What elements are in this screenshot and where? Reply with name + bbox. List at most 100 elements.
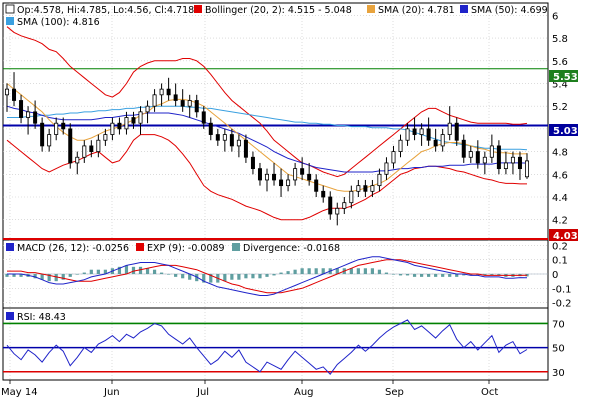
candle [489, 134, 494, 163]
divergence-bar [209, 274, 213, 283]
rsi-y-tick: 70 [552, 319, 565, 330]
candle-body [257, 168, 262, 181]
divergence-bar [251, 274, 255, 279]
candle [103, 128, 108, 146]
candle-body [124, 117, 129, 130]
candle-body [510, 156, 515, 164]
candle [75, 151, 80, 175]
divergence-bar [117, 266, 122, 274]
divergence-bar [40, 274, 44, 280]
candle-body [335, 207, 340, 215]
candle [370, 179, 375, 197]
level-label-mid-text: 5.03 [553, 126, 578, 137]
candle [398, 134, 403, 158]
candle [377, 168, 382, 192]
candle [349, 185, 354, 209]
price-y-tick: 5.6 [552, 57, 568, 68]
divergence-bar [427, 274, 431, 277]
candle-body [419, 128, 424, 135]
divergence-bar [103, 269, 107, 274]
candle [307, 162, 312, 186]
candle [47, 128, 52, 152]
candle-body [47, 134, 52, 147]
candle-body [40, 122, 45, 147]
candle [419, 123, 424, 146]
candle [286, 174, 291, 192]
candle [342, 196, 347, 215]
candle-body [363, 185, 368, 192]
candle [447, 106, 452, 141]
candle [363, 179, 368, 197]
legend-sma20: SMA (20): 4.781 [378, 5, 455, 16]
divergence-bar [82, 272, 86, 274]
candle [110, 117, 115, 141]
rsi-line [6, 319, 528, 375]
divergence-bar [223, 274, 227, 282]
divergence-bar [363, 268, 367, 274]
candle-body [159, 88, 164, 96]
candle [61, 117, 66, 135]
candle-body [68, 128, 73, 164]
divergence-bar [307, 268, 311, 274]
candle-body [279, 179, 284, 187]
candle-body [503, 162, 508, 170]
price-legend: Op:4.578, Hi:4.785, Lo:4.56, Cl:4.718 Bo… [5, 4, 548, 28]
divergence-bar [377, 269, 382, 274]
candle [236, 134, 241, 158]
price-y-tick: 5.4 [552, 79, 568, 90]
legend-swatch-rsi [6, 312, 14, 320]
candle-body [26, 111, 31, 118]
candle [166, 77, 171, 101]
macd-y-tick: 0.2 [552, 241, 568, 252]
candle [475, 140, 480, 169]
price-y-tick: 4.4 [552, 193, 568, 204]
legend-bollinger: Bollinger (20, 2): 4.515 - 5.048 [205, 5, 352, 16]
candle-body [152, 94, 157, 107]
divergence-bar [321, 268, 325, 274]
candle-body [236, 139, 241, 147]
candle [293, 162, 298, 186]
candle [5, 83, 10, 112]
macd-y-tick: -0.1 [552, 284, 572, 295]
candle-body [103, 134, 108, 141]
candle-body [433, 139, 438, 147]
divergence-bar [391, 274, 396, 275]
candle [68, 123, 73, 169]
candle-body [229, 134, 234, 147]
macd-series [5, 256, 529, 296]
divergence-bar [525, 274, 529, 277]
candle-body [54, 122, 59, 135]
candle [26, 106, 31, 135]
legend-ohlc: Op:4.578, Hi:4.785, Lo:4.56, Cl:4.718 [17, 5, 194, 16]
candle-body [117, 122, 122, 130]
divergence-bar [441, 274, 445, 277]
candle [279, 168, 284, 197]
x-tick-labels: May 14 Jun Jul Aug Sep Oct [1, 380, 498, 398]
legend-sma50: SMA (50): 4.699 [471, 5, 548, 16]
candle-body [264, 173, 269, 181]
divergence-bar [5, 274, 9, 277]
candle [503, 151, 508, 175]
divergence-bar [356, 268, 360, 274]
candle [89, 140, 94, 158]
price-y-tick: 5.2 [552, 102, 568, 113]
candle [391, 145, 396, 169]
candle [131, 111, 136, 129]
candle-body [384, 162, 389, 175]
candle-body [517, 156, 522, 170]
sma100-line [7, 105, 528, 151]
candle [328, 191, 333, 220]
macd-line [7, 256, 528, 296]
candle-body [138, 111, 143, 124]
divergence-bar [455, 274, 459, 277]
divergence-bar [188, 274, 192, 280]
candle [201, 106, 206, 129]
candle-body [489, 145, 494, 158]
candle-body [89, 145, 94, 152]
price-y-tick: 4.2 [552, 216, 568, 227]
divergence-bar [96, 269, 100, 274]
candle-body [110, 122, 115, 135]
divergence-bar [131, 266, 136, 274]
divergence-bar [300, 268, 304, 274]
